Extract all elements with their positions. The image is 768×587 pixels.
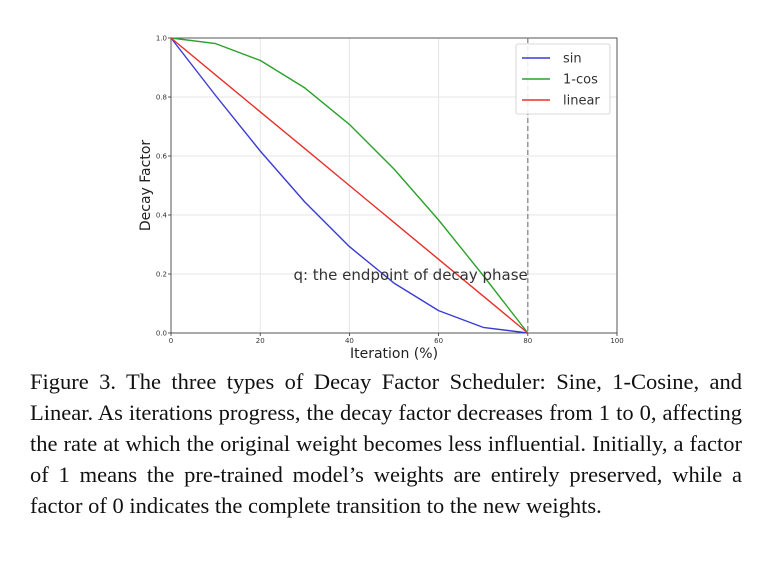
series-line-sin [170,37,528,334]
x-axis-label: Iteration (%) [350,346,438,362]
legend-box [515,43,611,115]
legend-label-sin: sin [563,52,582,67]
y-tick-label: 0.0 [156,330,167,338]
plot-frame [170,37,618,334]
x-tick-label: 60 [434,337,443,345]
y-tick-label: 0.6 [156,153,168,161]
y-tick-label: 0.2 [156,271,167,279]
y-tick-label: 0.8 [156,94,167,102]
x-tick-label: 40 [345,337,354,345]
legend-label-1-cos: 1-cos [563,73,598,88]
series-line-linear [170,37,529,334]
legend-label-linear: linear [563,94,600,109]
x-tick-label: 80 [523,337,532,345]
x-tick-label: 20 [256,337,265,345]
figure-caption: Figure 3. The three types of Decay Facto… [30,369,742,518]
x-tick-label: 100 [610,337,623,345]
y-tick-label: 1.0 [156,35,167,43]
chart-svg: 0 20 40 60 80 100 0.0 0.2 0.4 0.6 0.8 1.0 Iteration … [138,35,624,363]
endpoint-annotation: q: the endpoint of decay phase [293,266,527,284]
x-tick-label: 0 [169,337,173,345]
y-tick-label: 0.4 [156,212,168,220]
series-line-1-cos [170,37,529,334]
decay-factor-chart: 0 20 40 60 80 100 0.0 0.2 0.4 0.6 0.8 1.0 Iteration … [138,35,624,363]
y-axis-label: Decay Factor [138,140,154,232]
